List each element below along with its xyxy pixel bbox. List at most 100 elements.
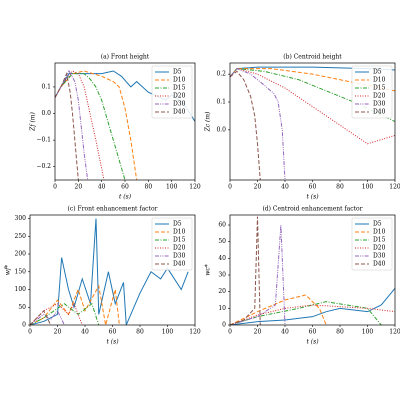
panel-title: (d) Centroid enhancement factor [262, 206, 362, 213]
x-tick-label: 120 [389, 329, 400, 336]
legend-label: D10 [173, 229, 186, 236]
y-tick-label: 0.2 [216, 71, 226, 78]
y-tick-label: 0.0 [216, 126, 226, 133]
legend-label: D20 [173, 93, 186, 100]
series-line [55, 70, 138, 180]
y-tick-label: 100 [15, 286, 27, 293]
x-tick-label: 60 [309, 329, 317, 336]
x-tick-label: 80 [336, 329, 344, 336]
legend-box [351, 65, 393, 119]
series-line [230, 70, 261, 180]
plot-frame [229, 214, 396, 326]
legend-box [351, 217, 393, 271]
x-tick-label: 100 [162, 329, 174, 336]
y-tick-label: 250 [15, 233, 27, 240]
x-tick-label: 40 [98, 184, 106, 191]
series-line [30, 302, 83, 325]
legend-label: D30 [373, 101, 386, 108]
x-tick-label: 40 [281, 329, 289, 336]
y-tick-label: 50 [18, 304, 26, 311]
legend-label: D40 [173, 261, 186, 268]
legend-label: D15 [173, 85, 186, 92]
series-line [230, 67, 286, 180]
y-tick-label: 0 [22, 322, 26, 329]
y-axis-label: wc* [205, 264, 212, 276]
legend-label: D20 [173, 245, 186, 252]
legend-label: D15 [173, 237, 186, 244]
series-line [55, 73, 126, 180]
x-tick-label: 80 [145, 184, 153, 191]
legend-label: D30 [173, 101, 186, 108]
panel-title: (c) Front enhancement factor [68, 206, 158, 213]
y-tick-label: 150 [15, 268, 27, 275]
panel: (d) Centroid enhancement factor t (s) wc* 0… [205, 206, 400, 346]
legend-label: D30 [373, 253, 386, 260]
legend-label: D10 [373, 229, 386, 236]
legend-label: D20 [373, 245, 386, 252]
x-tick-label: 100 [166, 184, 178, 191]
y-tick-label: 0.1 [41, 83, 51, 90]
legend-label: D5 [373, 69, 382, 76]
x-tick-label: 0 [53, 184, 57, 191]
series-line [230, 288, 395, 325]
x-tick-label: 80 [136, 329, 144, 336]
legend-label: D10 [373, 77, 386, 84]
x-tick-label: 100 [362, 184, 374, 191]
panel: (b) Centroid height t (s) Zc (m) 0 20 40 60 80 1… [205, 54, 400, 201]
legend-label: D15 [373, 237, 386, 244]
panel-title: (b) Centroid height [283, 54, 342, 61]
legend-box [151, 65, 193, 119]
x-axis-label: t (s) [119, 194, 132, 201]
y-tick-label: 0.0 [41, 110, 51, 117]
x-tick-label: 120 [189, 184, 201, 191]
x-tick-label: 20 [254, 329, 262, 336]
y-tick-label: 60 [218, 222, 226, 229]
x-axis-label: t (s) [106, 339, 119, 346]
series-line [230, 304, 395, 325]
y-tick-label: −0.2 [36, 163, 51, 170]
x-tick-label: 40 [81, 329, 89, 336]
legend-label: D40 [173, 109, 186, 116]
x-tick-label: 0 [228, 329, 232, 336]
legend-label: D5 [173, 69, 182, 76]
series-line [230, 294, 327, 325]
panel: (c) Front enhancement factor t (s) wf* 0 20 4… [5, 206, 201, 346]
legend-label: D10 [173, 77, 186, 84]
y-tick-label: 40 [218, 255, 226, 262]
x-axis-label: t (s) [306, 339, 319, 346]
y-tick-label: 30 [218, 272, 226, 279]
legend-label: D40 [373, 109, 386, 116]
x-tick-label: 20 [75, 184, 83, 191]
series-line [230, 301, 382, 325]
series-line [55, 70, 105, 180]
y-tick-label: −0.1 [36, 137, 51, 144]
y-tick-label: 200 [15, 251, 27, 258]
plot-frame [54, 62, 196, 181]
x-tick-label: 60 [309, 184, 317, 191]
y-axis-label: Zf (m) [30, 112, 37, 132]
panel-title: (a) Front height [101, 54, 150, 61]
legend-label: D40 [373, 261, 386, 268]
plot-frame [229, 62, 396, 181]
x-tick-label: 120 [189, 329, 201, 336]
y-axis-label: Zc (m) [205, 111, 212, 132]
series-line [30, 309, 52, 325]
series-line [30, 309, 65, 325]
series-line [230, 224, 286, 325]
panel: (a) Front height t (s) Zf (m) 0 20 40 60 80 100 1… [30, 54, 201, 201]
plot-frame [29, 214, 196, 326]
legend-label: D15 [373, 85, 386, 92]
y-axis-label: wf* [5, 265, 12, 275]
series-line [55, 69, 89, 180]
legend-label: D30 [173, 253, 186, 260]
series-line [30, 284, 120, 325]
series-line [230, 68, 395, 145]
series-line [30, 302, 100, 325]
x-tick-label: 40 [281, 184, 289, 191]
y-tick-label: 0 [222, 322, 226, 329]
